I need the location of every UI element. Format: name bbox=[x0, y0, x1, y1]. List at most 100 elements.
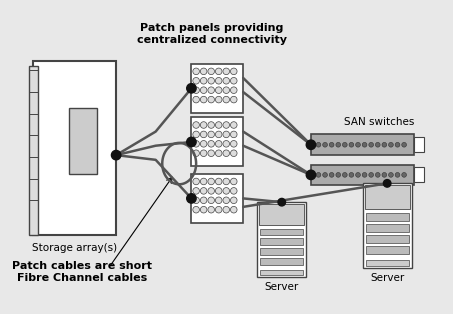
FancyBboxPatch shape bbox=[259, 204, 304, 225]
Circle shape bbox=[216, 141, 222, 147]
Circle shape bbox=[208, 96, 214, 103]
Circle shape bbox=[200, 150, 207, 157]
Circle shape bbox=[200, 178, 207, 185]
FancyBboxPatch shape bbox=[192, 174, 243, 223]
FancyBboxPatch shape bbox=[363, 183, 412, 268]
Circle shape bbox=[389, 172, 393, 177]
Circle shape bbox=[223, 187, 230, 194]
Circle shape bbox=[193, 68, 199, 75]
Circle shape bbox=[231, 178, 237, 185]
Circle shape bbox=[193, 197, 199, 203]
Circle shape bbox=[402, 172, 406, 177]
Circle shape bbox=[200, 131, 207, 138]
Circle shape bbox=[200, 197, 207, 203]
Circle shape bbox=[223, 131, 230, 138]
Circle shape bbox=[223, 122, 230, 128]
Circle shape bbox=[193, 150, 199, 157]
Circle shape bbox=[382, 172, 387, 177]
Circle shape bbox=[111, 150, 121, 160]
Circle shape bbox=[216, 87, 222, 94]
Circle shape bbox=[362, 172, 367, 177]
Circle shape bbox=[323, 172, 328, 177]
FancyBboxPatch shape bbox=[192, 117, 243, 166]
Circle shape bbox=[223, 96, 230, 103]
FancyBboxPatch shape bbox=[34, 61, 116, 235]
FancyBboxPatch shape bbox=[311, 134, 414, 155]
Circle shape bbox=[278, 198, 285, 206]
Circle shape bbox=[329, 143, 334, 147]
FancyBboxPatch shape bbox=[366, 213, 409, 221]
Circle shape bbox=[208, 122, 214, 128]
Circle shape bbox=[200, 206, 207, 213]
FancyBboxPatch shape bbox=[260, 270, 304, 275]
Circle shape bbox=[349, 143, 354, 147]
Circle shape bbox=[200, 87, 207, 94]
Circle shape bbox=[323, 143, 328, 147]
Circle shape bbox=[193, 141, 199, 147]
FancyBboxPatch shape bbox=[192, 64, 243, 113]
Circle shape bbox=[231, 141, 237, 147]
Circle shape bbox=[231, 87, 237, 94]
Circle shape bbox=[200, 96, 207, 103]
FancyBboxPatch shape bbox=[366, 235, 409, 243]
Circle shape bbox=[193, 206, 199, 213]
Circle shape bbox=[193, 178, 199, 185]
Circle shape bbox=[193, 187, 199, 194]
FancyBboxPatch shape bbox=[29, 66, 38, 235]
Circle shape bbox=[187, 194, 196, 203]
Text: Patch panels providing
centralized connectivity: Patch panels providing centralized conne… bbox=[137, 23, 287, 45]
Circle shape bbox=[231, 187, 237, 194]
Circle shape bbox=[231, 68, 237, 75]
FancyBboxPatch shape bbox=[366, 260, 409, 266]
Circle shape bbox=[193, 87, 199, 94]
Circle shape bbox=[216, 131, 222, 138]
Circle shape bbox=[342, 172, 347, 177]
Circle shape bbox=[382, 143, 387, 147]
Circle shape bbox=[336, 143, 341, 147]
Circle shape bbox=[369, 143, 374, 147]
Circle shape bbox=[216, 150, 222, 157]
Circle shape bbox=[200, 68, 207, 75]
Circle shape bbox=[208, 150, 214, 157]
Circle shape bbox=[193, 122, 199, 128]
FancyBboxPatch shape bbox=[69, 108, 97, 174]
Circle shape bbox=[208, 187, 214, 194]
Circle shape bbox=[369, 172, 374, 177]
Circle shape bbox=[223, 206, 230, 213]
Circle shape bbox=[231, 122, 237, 128]
Circle shape bbox=[208, 141, 214, 147]
FancyBboxPatch shape bbox=[260, 238, 304, 245]
FancyBboxPatch shape bbox=[257, 202, 306, 278]
Circle shape bbox=[193, 78, 199, 84]
FancyBboxPatch shape bbox=[366, 224, 409, 232]
Circle shape bbox=[356, 143, 360, 147]
Circle shape bbox=[362, 143, 367, 147]
Circle shape bbox=[216, 178, 222, 185]
Circle shape bbox=[231, 206, 237, 213]
Circle shape bbox=[329, 172, 334, 177]
FancyBboxPatch shape bbox=[365, 185, 410, 209]
Circle shape bbox=[216, 78, 222, 84]
Circle shape bbox=[395, 172, 400, 177]
Circle shape bbox=[223, 150, 230, 157]
FancyBboxPatch shape bbox=[414, 167, 424, 182]
Circle shape bbox=[216, 206, 222, 213]
Circle shape bbox=[187, 137, 196, 147]
Circle shape bbox=[356, 172, 360, 177]
Circle shape bbox=[208, 68, 214, 75]
Circle shape bbox=[200, 78, 207, 84]
Circle shape bbox=[208, 206, 214, 213]
Circle shape bbox=[376, 172, 380, 177]
Circle shape bbox=[187, 84, 196, 93]
Circle shape bbox=[216, 122, 222, 128]
Circle shape bbox=[376, 143, 380, 147]
Circle shape bbox=[216, 197, 222, 203]
Circle shape bbox=[316, 143, 321, 147]
Text: Patch cables are short
Fibre Channel cables: Patch cables are short Fibre Channel cab… bbox=[12, 262, 152, 283]
Circle shape bbox=[306, 170, 316, 180]
Text: SAN switches: SAN switches bbox=[344, 117, 415, 127]
Circle shape bbox=[193, 131, 199, 138]
Circle shape bbox=[200, 122, 207, 128]
Circle shape bbox=[231, 131, 237, 138]
Circle shape bbox=[395, 143, 400, 147]
